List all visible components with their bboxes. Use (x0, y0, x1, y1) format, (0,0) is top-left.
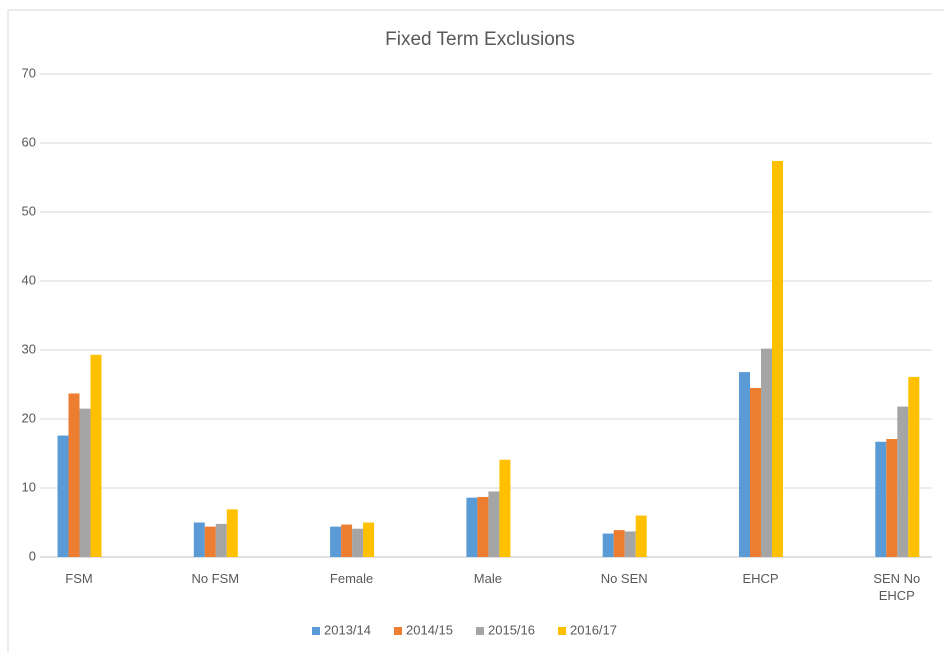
bar (466, 497, 478, 557)
x-tick-label: EHCP (742, 571, 779, 586)
y-tick-label: 40 (22, 272, 36, 287)
x-tick-label: Male (473, 571, 502, 586)
bar (624, 531, 636, 557)
bar (352, 528, 364, 557)
bar (908, 376, 920, 557)
legend-swatch (312, 627, 320, 635)
y-tick-label: 60 (22, 134, 36, 149)
bar (215, 523, 227, 557)
bar (499, 459, 511, 557)
bar (602, 533, 614, 557)
bar (897, 406, 909, 557)
bar (68, 393, 80, 557)
y-tick-label: 70 (22, 65, 36, 80)
bar (226, 509, 238, 557)
bar (204, 526, 216, 557)
x-tick-label: No SEN (600, 571, 648, 586)
y-tick-label: 0 (29, 548, 36, 563)
bar (341, 524, 353, 557)
bar (761, 348, 772, 557)
bar (875, 441, 887, 557)
bar (363, 522, 375, 557)
legend-label: 2015/16 (488, 622, 535, 637)
bar (635, 515, 647, 557)
legend-swatch (558, 627, 566, 635)
x-tick-label: FSM (65, 571, 93, 586)
bar (750, 387, 761, 557)
bar (193, 522, 205, 557)
legend-swatch (394, 627, 402, 635)
bar (739, 372, 750, 557)
legend-label: 2016/17 (570, 622, 617, 637)
legend-swatch (476, 627, 484, 635)
x-tick-label: SEN No EHCP (873, 571, 921, 603)
bar (90, 354, 102, 557)
x-tick-label: No FSM (191, 571, 240, 586)
legend-label: 2013/14 (324, 622, 371, 637)
bar (477, 496, 489, 557)
y-tick-label: 30 (22, 341, 36, 356)
bar (613, 530, 625, 557)
bar (488, 491, 500, 557)
y-tick-label: 50 (22, 203, 36, 218)
y-tick-label: 20 (22, 410, 36, 425)
x-tick-label: Female (329, 571, 374, 586)
y-tick-label: 10 (22, 479, 36, 494)
bar (57, 435, 69, 557)
chart-title: Fixed Term Exclusions (385, 29, 575, 50)
bar (886, 439, 898, 557)
bar (79, 408, 91, 557)
bar (772, 160, 783, 557)
legend-label: 2014/15 (406, 622, 453, 637)
bar (330, 526, 342, 557)
